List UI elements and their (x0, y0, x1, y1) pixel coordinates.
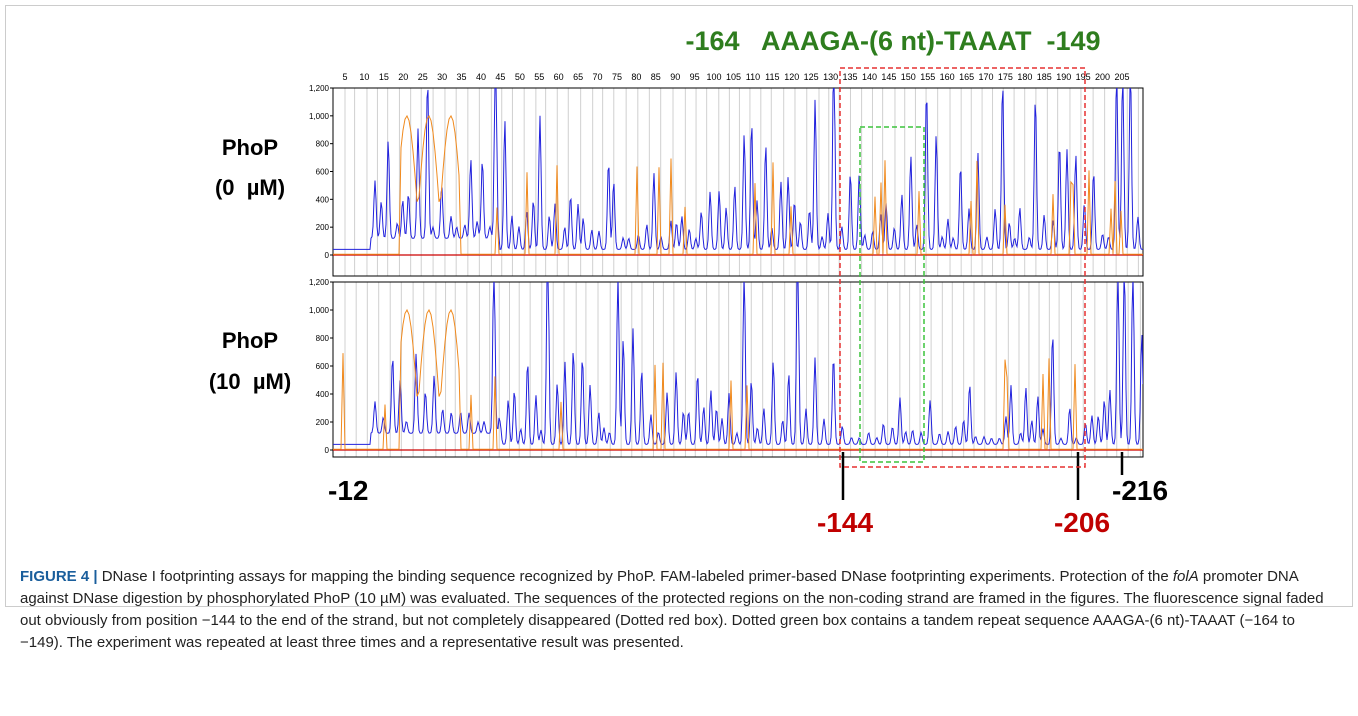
scale-tick-label: 165 (959, 72, 974, 82)
trace (333, 88, 1143, 251)
marker-label: -216 (1112, 475, 1168, 506)
red-box (839, 67, 1086, 468)
scale-tick-label: 145 (881, 72, 896, 82)
scale-tick-label: 85 (651, 72, 661, 82)
marker-label: -144 (817, 507, 873, 538)
figure: -164 AAAGA-(6 nt)-TAAAT -149 PhoP (0 µM)… (209, 26, 1168, 538)
scale-tick-label: 135 (843, 72, 858, 82)
y-tick-label: 400 (316, 390, 330, 399)
scale-tick-label: 140 (862, 72, 877, 82)
scale-tick-label: 195 (1076, 72, 1091, 82)
y-tick-label: 200 (316, 223, 330, 232)
caption-text: promoter DNA against DNase digestion by … (20, 568, 1324, 651)
scale-tick-label: 120 (784, 72, 799, 82)
figure-frame (5, 5, 1353, 607)
plot-frame (332, 87, 1144, 277)
scale-tick-label: 200 (1095, 72, 1110, 82)
scale-tick-label: 160 (940, 72, 955, 82)
scale-tick-label: 45 (495, 72, 505, 82)
marker-label: -12 (328, 475, 368, 506)
trace (333, 114, 1143, 255)
y-tick-label: 200 (316, 418, 330, 427)
traces (333, 88, 1143, 256)
y-tick-label: 1,200 (309, 278, 330, 287)
scale-tick-label: 55 (534, 72, 544, 82)
figure-title: -164 AAAGA-(6 nt)-TAAAT -149 (685, 26, 1100, 56)
scale-tick-label: 5 (342, 72, 347, 82)
scale-tick-label: 70 (593, 72, 603, 82)
scale-tick-label: 60 (554, 72, 564, 82)
caption-text: DNase I footprinting assays for mapping … (97, 568, 1173, 585)
y-tick-label: 1,000 (309, 112, 330, 121)
scale-tick-label: 180 (1017, 72, 1032, 82)
scale-tick-label: 35 (457, 72, 467, 82)
panel-label: PhoP (222, 135, 278, 160)
y-tick-label: 600 (316, 168, 330, 177)
scale-tick-label: 155 (920, 72, 935, 82)
panel-label: PhoP (222, 328, 278, 353)
y-tick-label: 1,000 (309, 306, 330, 315)
scale-tick-label: 115 (765, 72, 779, 82)
scale-tick-label: 185 (1037, 72, 1052, 82)
scale-tick-label: 15 (379, 72, 389, 82)
y-tick-label: 800 (316, 140, 330, 149)
panel-label: (0 µM) (215, 175, 285, 200)
green-box (859, 126, 925, 463)
y-tick-label: 1,200 (309, 84, 330, 93)
scale-tick-label: 105 (726, 72, 741, 82)
plot-frame (332, 281, 1144, 458)
scale-tick-label: 100 (707, 72, 722, 82)
scale-tick-label: 30 (437, 72, 447, 82)
marker-label: -206 (1054, 507, 1110, 538)
scale-tick-label: 110 (746, 72, 760, 82)
scale-tick-label: 170 (979, 72, 994, 82)
traces (333, 282, 1143, 451)
scale-tick-label: 10 (359, 72, 369, 82)
y-tick-label: 800 (316, 334, 330, 343)
y-tick-label: 0 (325, 251, 330, 260)
scale-tick-label: 130 (823, 72, 838, 82)
caption-text: folA (1172, 568, 1199, 585)
scale-tick-label: 125 (804, 72, 819, 82)
scale-tick-label: 80 (631, 72, 641, 82)
scale-tick-label: 150 (901, 72, 916, 82)
scale-tick-label: 40 (476, 72, 486, 82)
scale-tick-label: 50 (515, 72, 525, 82)
caption: FIGURE 4 | DNase I footprinting assays f… (20, 566, 1338, 654)
trace (333, 282, 1143, 446)
scale-tick-label: 95 (690, 72, 700, 82)
panel-label: (10 µM) (209, 369, 291, 394)
scale-tick-label: 20 (398, 72, 408, 82)
scale-tick-label: 90 (670, 72, 680, 82)
y-tick-label: 0 (325, 446, 330, 455)
scale-tick-label: 190 (1056, 72, 1071, 82)
y-tick-label: 400 (316, 195, 330, 204)
y-tick-label: 600 (316, 362, 330, 371)
scale-tick-label: 205 (1114, 72, 1129, 82)
scale-tick-label: 75 (612, 72, 622, 82)
caption-label: FIGURE 4 | (20, 568, 98, 585)
trace (333, 308, 1143, 450)
scale-tick-label: 175 (998, 72, 1013, 82)
scale-tick-label: 65 (573, 72, 583, 82)
scale-tick-label: 25 (418, 72, 428, 82)
